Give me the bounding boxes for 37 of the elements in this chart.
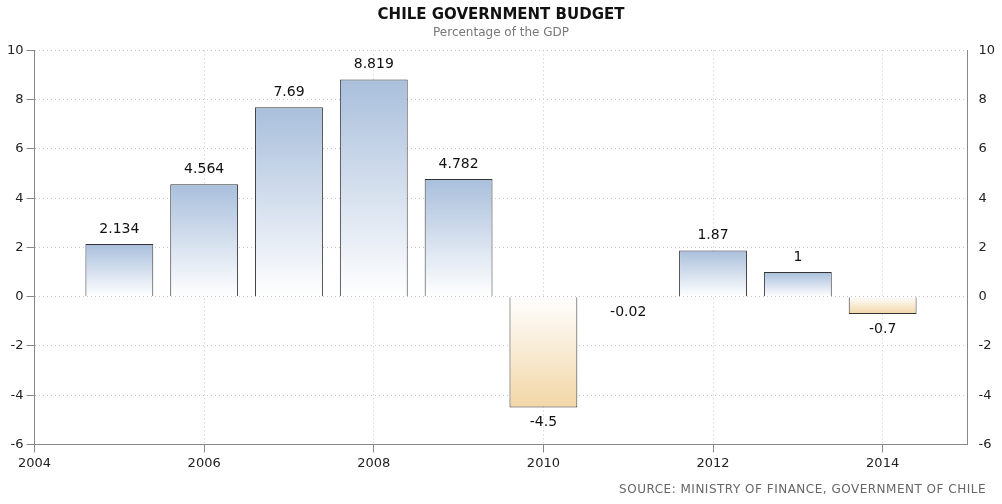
y2-tick-label: 8 — [978, 91, 987, 107]
x-tick-label: 2006 — [187, 454, 221, 470]
x-tick-label: 2004 — [18, 454, 52, 470]
y2-tick-label: -2 — [978, 337, 992, 353]
data-label: 8.819 — [353, 55, 394, 72]
data-label: 2.134 — [99, 219, 140, 236]
y2-tick-label: 10 — [978, 41, 995, 57]
data-label: -0.7 — [868, 319, 897, 336]
data-label: 7.69 — [273, 82, 305, 99]
y-tick-label: -6 — [10, 435, 24, 451]
y-tick-label: 0 — [15, 288, 24, 304]
y2-tick-label: -4 — [978, 386, 992, 402]
y-tick-label: 4 — [15, 189, 24, 205]
y2-tick-label: 2 — [978, 238, 987, 254]
y-tick-label: 10 — [7, 41, 24, 57]
y-tick-label: -2 — [10, 337, 24, 353]
chart-title: CHILE GOVERNMENT BUDGET — [377, 4, 626, 23]
data-label: -4.5 — [529, 413, 558, 430]
y2-tick-label: -6 — [978, 435, 992, 451]
y-tick-label: 6 — [15, 140, 24, 156]
y-tick-label: -4 — [10, 386, 24, 402]
y2-tick-label: 4 — [978, 189, 987, 205]
data-label: 1 — [793, 247, 803, 264]
y2-tick-label: 0 — [978, 288, 987, 304]
data-label: -0.02 — [610, 302, 647, 319]
data-label: 4.782 — [438, 154, 479, 171]
x-tick-label: 2010 — [526, 454, 560, 470]
source-note: SOURCE: MINISTRY OF FINANCE, GOVERNMENT OF CHILE — [619, 482, 986, 496]
x-tick-label: 2008 — [357, 454, 391, 470]
x-tick-label: 2012 — [696, 454, 730, 470]
y-tick-label: 2 — [15, 238, 24, 254]
y-tick-label: 8 — [15, 91, 24, 107]
data-label: 4.564 — [184, 159, 225, 176]
chart-subtitle: Percentage of the GDP — [433, 25, 569, 40]
x-tick-label: 2014 — [866, 454, 900, 470]
data-label: 1.87 — [697, 226, 729, 243]
y2-tick-label: 6 — [978, 140, 987, 156]
